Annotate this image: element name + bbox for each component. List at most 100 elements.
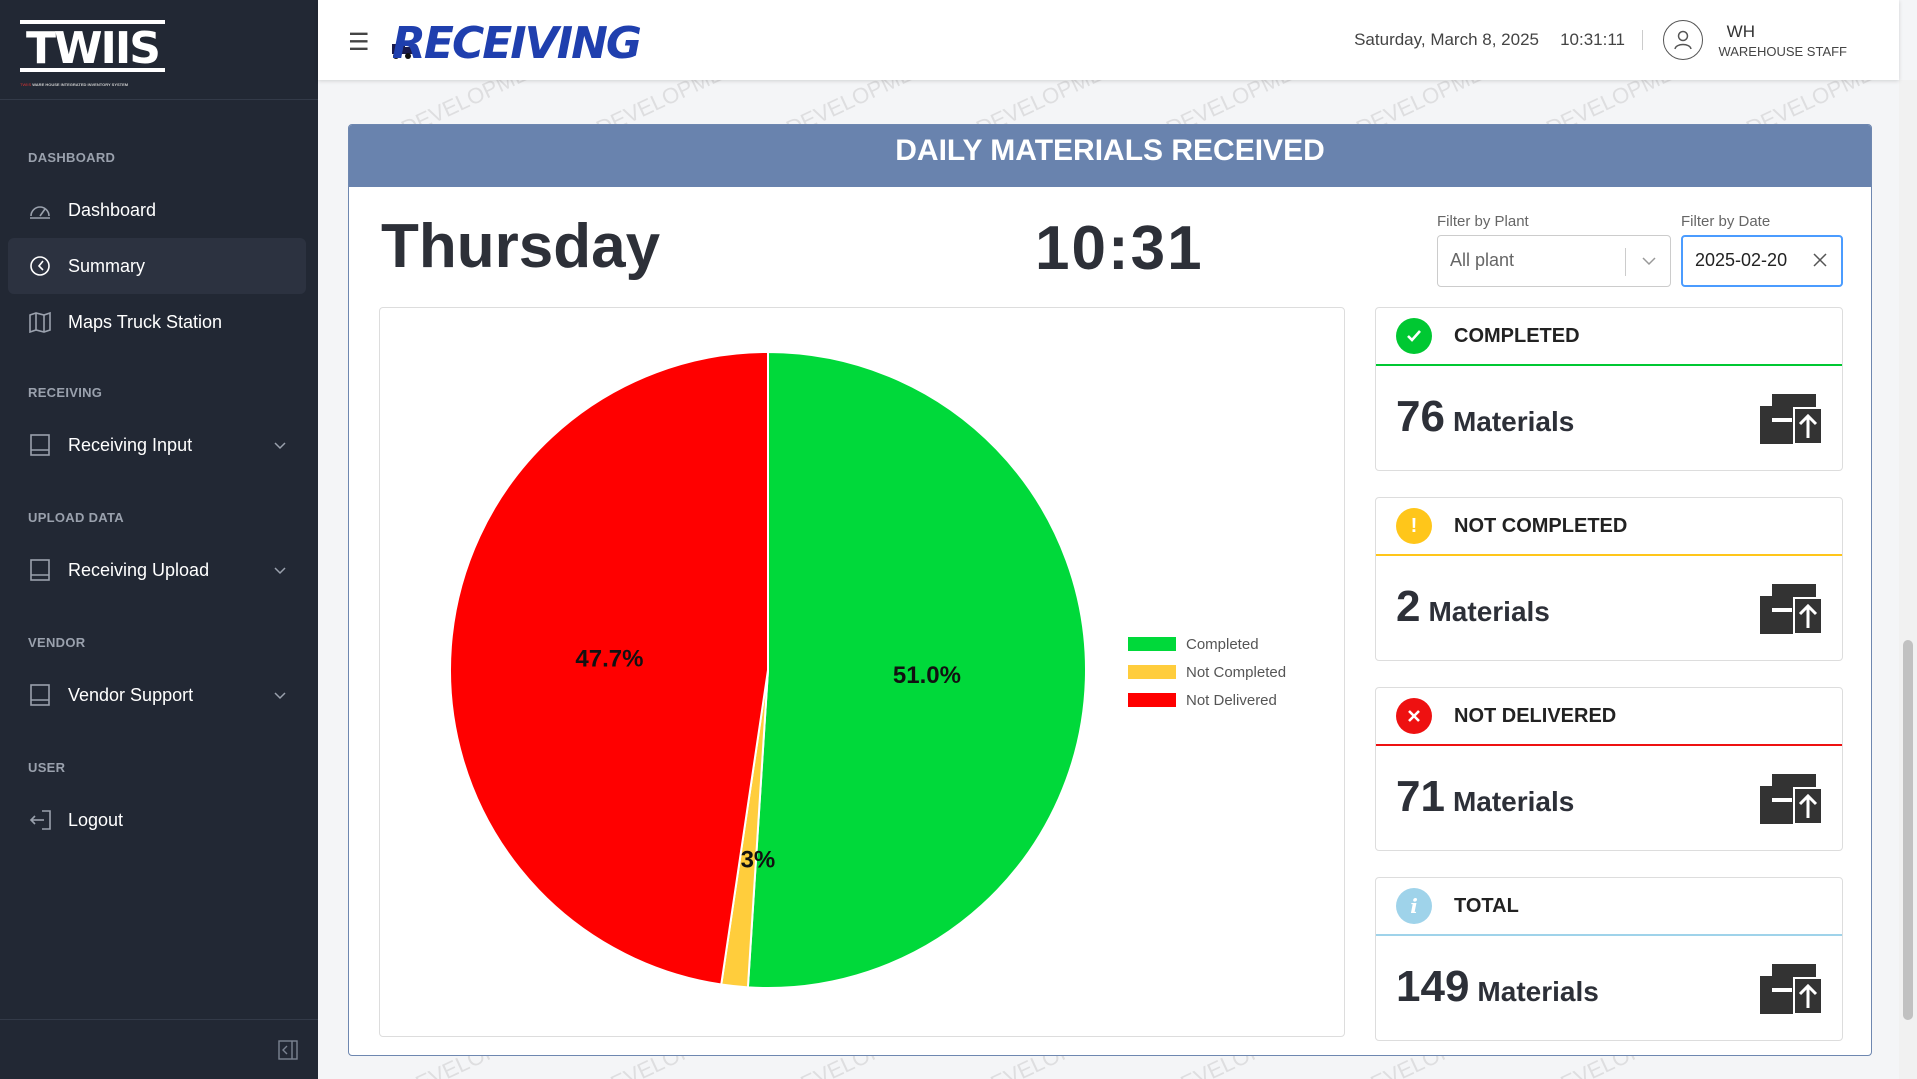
- exclamation-icon: !: [1396, 508, 1432, 544]
- day-of-week: Thursday: [381, 212, 661, 281]
- nav-section-receiving: RECEIVING: [28, 385, 103, 400]
- pie-slice-not-delivered[interactable]: [449, 350, 769, 986]
- user-role: WAREHOUSE STAFF: [1718, 44, 1847, 59]
- sidebar-item-label: Receiving Input: [68, 434, 193, 455]
- card-header: NOT DELIVERED: [1376, 688, 1842, 746]
- filter-plant-label: Filter by Plant: [1437, 213, 1529, 230]
- sidebar-item-vendor-support[interactable]: Vendor Support: [8, 667, 306, 723]
- page-scrollbar[interactable]: [1899, 80, 1917, 1079]
- user-name: WH: [1726, 22, 1755, 41]
- not-completed-card: ! NOT COMPLETED 2 Materials: [1375, 497, 1843, 661]
- header-divider: [1642, 30, 1643, 50]
- date-input[interactable]: 2025-02-20: [1681, 235, 1843, 287]
- scrollbar-thumb[interactable]: [1903, 640, 1913, 1020]
- logo-subtitle: TWIIS WARE HOUSE INTEGRATED INVENTORY SY…: [20, 81, 129, 87]
- legend-label[interactable]: Completed: [1186, 636, 1259, 653]
- map-icon: [28, 311, 52, 333]
- gauge-icon: [28, 199, 52, 221]
- chevron-down-icon: [274, 692, 286, 700]
- nav-section-dashboard: DASHBOARD: [28, 150, 116, 165]
- clock-icon: [28, 255, 52, 277]
- date-input-value: 2025-02-20: [1695, 250, 1788, 270]
- nav-section-upload-data: UPLOAD DATA: [28, 510, 124, 525]
- hamburger-menu-icon[interactable]: ☰: [348, 29, 370, 56]
- completed-card: COMPLETED 76 Materials: [1375, 307, 1843, 471]
- nav-section-user: USER: [28, 760, 66, 775]
- sidebar-item-receiving-input[interactable]: Receiving Input: [8, 417, 306, 473]
- sidebar-item-label: Maps Truck Station: [68, 311, 223, 332]
- sidebar-item-logout[interactable]: Logout: [8, 792, 306, 848]
- legend-swatch: [1128, 693, 1176, 707]
- sidebar-item-summary[interactable]: Summary: [8, 238, 306, 294]
- clear-date-icon[interactable]: [1811, 251, 1829, 269]
- select-divider: [1625, 248, 1626, 276]
- user-icon: [1674, 30, 1692, 50]
- filter-date-label: Filter by Date: [1681, 213, 1771, 230]
- sidebar-item-label: Dashboard: [68, 199, 157, 220]
- card-value: 71 Materials: [1396, 772, 1575, 821]
- logo-area: TWIIS TWIIS WARE HOUSE INTEGRATED INVENT…: [0, 0, 318, 100]
- plant-select[interactable]: All plant: [1437, 235, 1671, 287]
- tablet-icon: [28, 559, 52, 581]
- truck-icon: [392, 44, 413, 59]
- sidebar: TWIIS TWIIS WARE HOUSE INTEGRATED INVENT…: [0, 0, 318, 1079]
- chevron-down-icon: [1642, 257, 1656, 266]
- live-clock: 10:31: [1035, 214, 1204, 283]
- legend-swatch: [1128, 637, 1176, 651]
- pie-chart-container: 51.0% 1.3% 47.7% Completed Not Completed Not …: [379, 307, 1345, 1037]
- tablet-icon: [28, 684, 52, 706]
- total-card: i TOTAL 149 Materials: [1375, 877, 1843, 1041]
- tablet-icon: [28, 434, 52, 456]
- x-icon: [1396, 698, 1432, 734]
- card-body: 76 Materials: [1376, 366, 1842, 470]
- pie-percent-label: 51.0%: [893, 662, 961, 689]
- card-title: COMPLETED: [1454, 324, 1580, 347]
- card-value: 76 Materials: [1396, 392, 1575, 441]
- card-title: NOT COMPLETED: [1454, 514, 1628, 537]
- archive-upload-icon: [1760, 774, 1823, 825]
- brand-title: RECEIVING: [392, 18, 642, 69]
- card-body: 2 Materials: [1376, 556, 1842, 660]
- card-header: COMPLETED: [1376, 308, 1842, 366]
- chevron-down-icon: [274, 567, 286, 575]
- panel-title: DAILY MATERIALS RECEIVED: [349, 125, 1871, 187]
- legend-label[interactable]: Not Delivered: [1186, 692, 1277, 709]
- plant-select-value: All plant: [1450, 250, 1515, 270]
- avatar[interactable]: [1663, 20, 1703, 60]
- sidebar-item-label: Summary: [68, 255, 146, 276]
- info-icon: i: [1396, 888, 1432, 924]
- sidebar-item-label: Vendor Support: [68, 684, 194, 705]
- archive-upload-icon: [1760, 584, 1823, 635]
- sidebar-item-receiving-upload[interactable]: Receiving Upload: [8, 542, 306, 598]
- card-value: 2 Materials: [1396, 582, 1550, 631]
- sidebar-item-label: Receiving Upload: [68, 559, 210, 580]
- card-body: 71 Materials: [1376, 746, 1842, 850]
- top-header: ☰ RECEIVING Saturday, March 8, 2025 10:3…: [318, 0, 1899, 80]
- card-header: ! NOT COMPLETED: [1376, 498, 1842, 556]
- card-value: 149 Materials: [1396, 962, 1599, 1011]
- not-delivered-card: NOT DELIVERED 71 Materials: [1375, 687, 1843, 851]
- logo-text: TWIIS: [20, 19, 165, 73]
- pie-slice-completed[interactable]: [746, 350, 1087, 989]
- header-time: 10:31:11: [1560, 30, 1625, 49]
- archive-upload-icon: [1760, 394, 1823, 445]
- app-logo[interactable]: TWIIS TWIIS WARE HOUSE INTEGRATED INVENT…: [20, 19, 165, 87]
- chevron-down-icon: [274, 442, 286, 450]
- card-header: i TOTAL: [1376, 878, 1842, 936]
- sidebar-item-dashboard[interactable]: Dashboard: [8, 182, 306, 238]
- logout-icon: [28, 809, 52, 831]
- check-icon: [1396, 318, 1432, 354]
- nav-section-vendor: VENDOR: [28, 635, 86, 650]
- archive-upload-icon: [1760, 964, 1823, 1015]
- sidebar-footer: [0, 1019, 318, 1079]
- collapse-sidebar-icon[interactable]: [278, 1040, 298, 1060]
- card-title: TOTAL: [1454, 894, 1519, 917]
- legend-label[interactable]: Not Completed: [1186, 664, 1286, 681]
- legend-swatch: [1128, 665, 1176, 679]
- pie-percent-label: 47.7%: [575, 645, 643, 672]
- sidebar-item-label: Logout: [68, 809, 124, 830]
- sidebar-item-maps-truck-station[interactable]: Maps Truck Station: [8, 294, 306, 350]
- daily-materials-panel: DAILY MATERIALS RECEIVED Thursday 10:31 …: [348, 124, 1872, 1056]
- card-title: NOT DELIVERED: [1454, 704, 1617, 727]
